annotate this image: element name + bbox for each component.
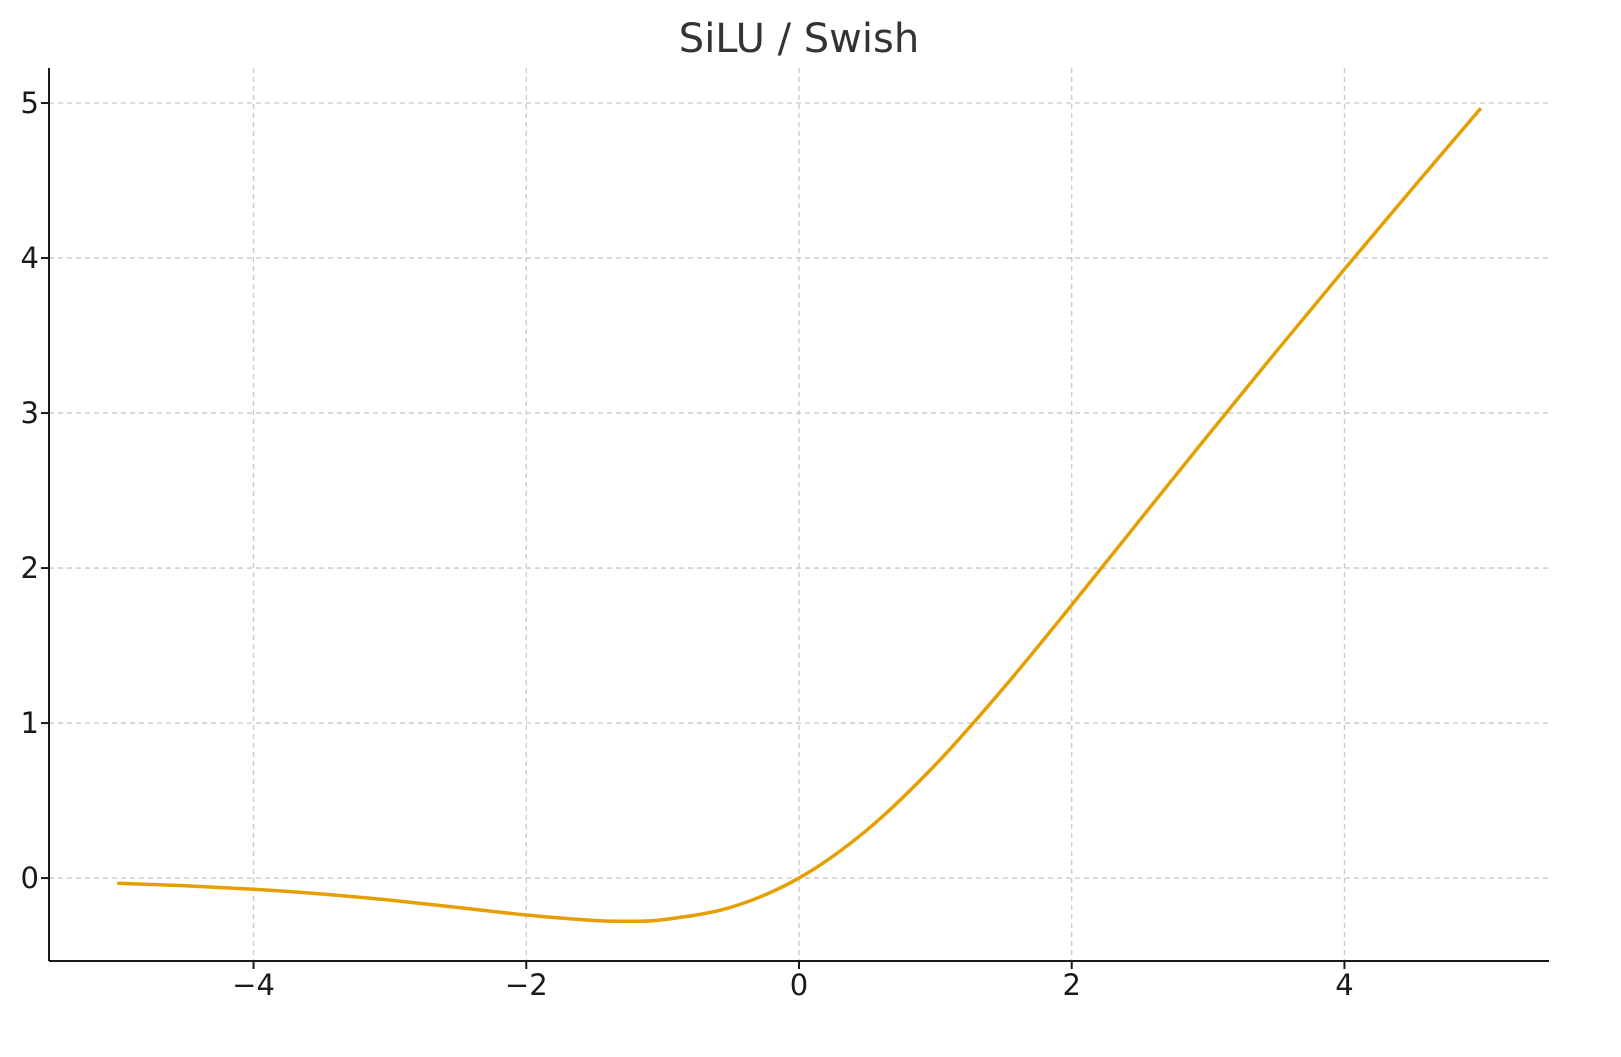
grid — [49, 68, 1549, 961]
chart-title: SiLU / Swish — [679, 16, 919, 62]
y-tick-label: 3 — [21, 396, 39, 430]
x-axis-ticks: −4 −2 0 2 4 — [232, 961, 1354, 1002]
y-tick-label: 4 — [21, 241, 39, 275]
x-tick-label: 2 — [1063, 968, 1081, 1002]
series-layer — [117, 107, 1483, 924]
y-tick-label: 5 — [21, 86, 39, 120]
x-tick-label: 0 — [790, 968, 808, 1002]
x-tick-label: −2 — [505, 968, 548, 1002]
silu-line — [117, 107, 1483, 924]
x-tick-label: −4 — [232, 968, 275, 1002]
y-tick-label: 2 — [21, 551, 39, 585]
y-tick-label: 0 — [21, 861, 39, 895]
y-axis-ticks: 0 1 2 3 4 5 — [21, 86, 49, 895]
y-tick-label: 1 — [21, 706, 39, 740]
x-tick-label: 4 — [1335, 968, 1353, 1002]
